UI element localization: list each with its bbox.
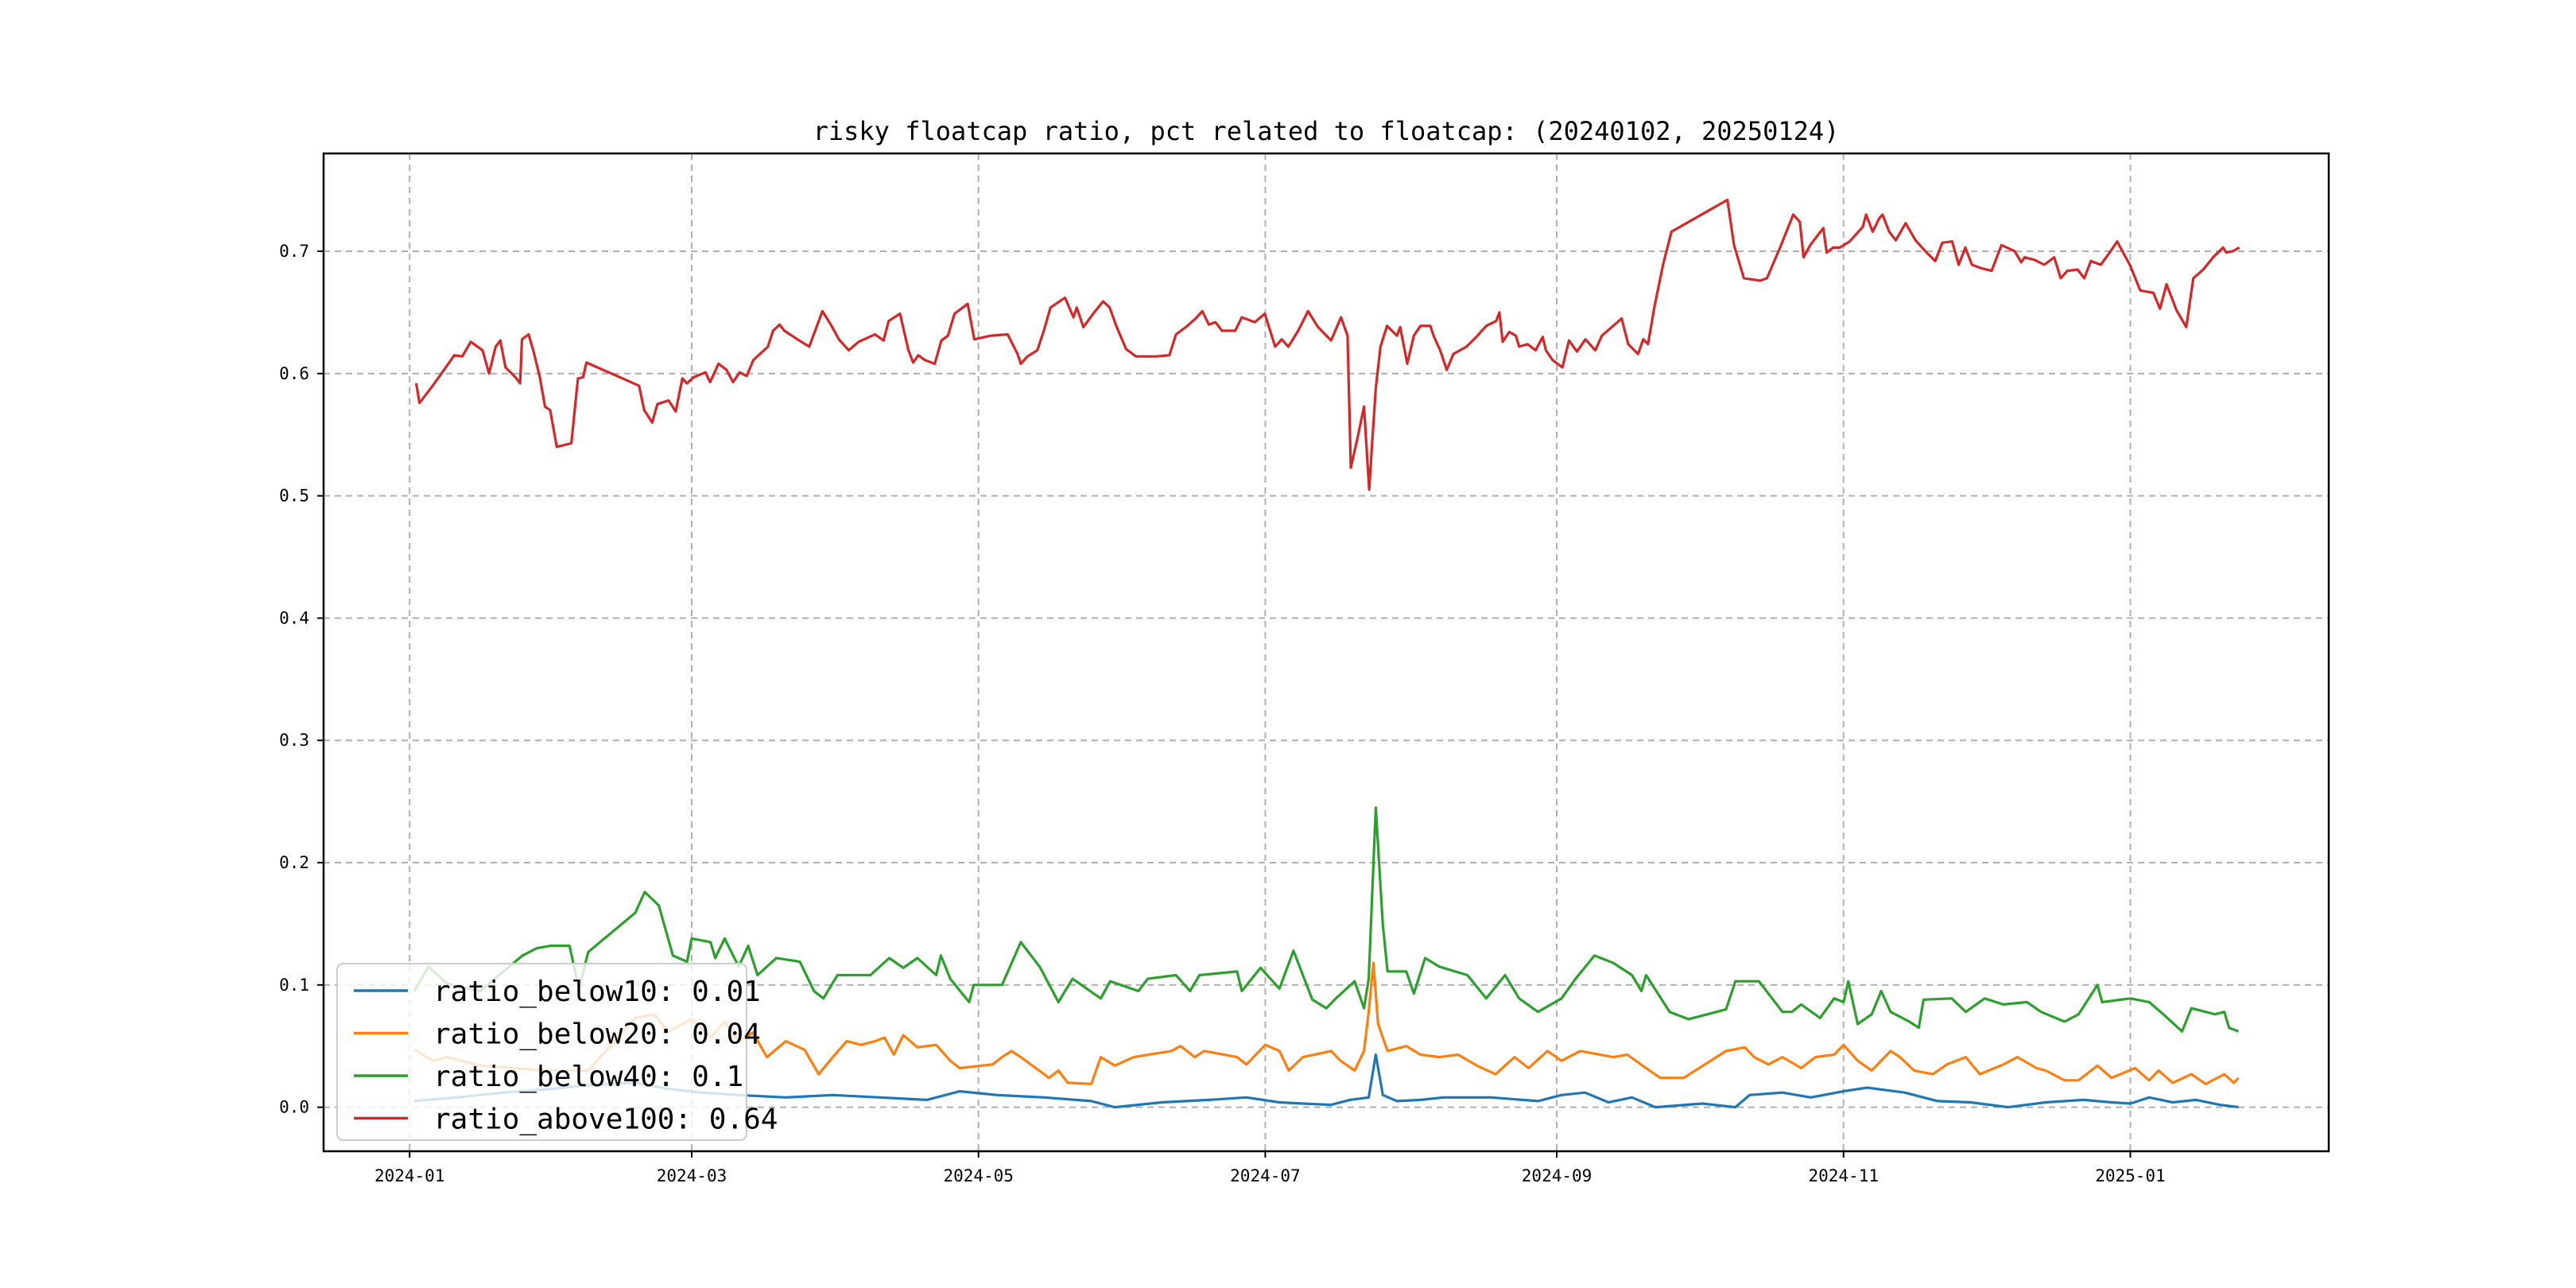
series-line-ratio-below10 [413, 1053, 2239, 1109]
chart-title: risky floatcap ratio, pct related to flo… [813, 116, 1840, 146]
axis-ticks: 2024-01 2024-03 2024-05 2024-07 2024-09 2024-… [279, 242, 2166, 1185]
y-tick-label: 0.6 [279, 364, 309, 383]
y-tick-label: 0.4 [279, 608, 309, 627]
y-tick-label: 0.2 [279, 853, 309, 872]
y-tick-label: 0.0 [279, 1098, 309, 1117]
x-tick-label: 2024-09 [1522, 1166, 1593, 1185]
x-tick-label: 2024-07 [1230, 1166, 1301, 1185]
y-tick-label: 0.3 [279, 731, 309, 750]
y-tick-label: 0.5 [279, 487, 309, 506]
legend-label-ratio-above100: ratio_above100: 0.64 [433, 1104, 778, 1136]
plot-frame [322, 152, 2330, 1153]
x-tick-label: 2024-05 [943, 1166, 1014, 1185]
y-tick-label: 0.7 [279, 242, 309, 261]
legend-label-ratio-below20: ratio_below20: 0.04 [433, 1018, 761, 1051]
series-line-ratio-above100 [414, 198, 2240, 491]
legend-label-ratio-below40: ratio_below40: 0.1 [433, 1061, 743, 1093]
series-line-ratio-below20 [413, 961, 2240, 1086]
x-tick-label: 2024-01 [374, 1166, 445, 1185]
legend-box [336, 963, 747, 1141]
x-tick-label: 2024-11 [1808, 1166, 1879, 1185]
x-tick-label: 2025-01 [2095, 1166, 2166, 1185]
x-tick-label: 2024-03 [657, 1166, 727, 1185]
y-tick-label: 0.1 [279, 976, 309, 995]
legend: ratio_below10: 0.01 ratio_below20: 0.04 ra… [336, 963, 778, 1141]
legend-label-ratio-below10: ratio_below10: 0.01 [433, 976, 761, 1008]
